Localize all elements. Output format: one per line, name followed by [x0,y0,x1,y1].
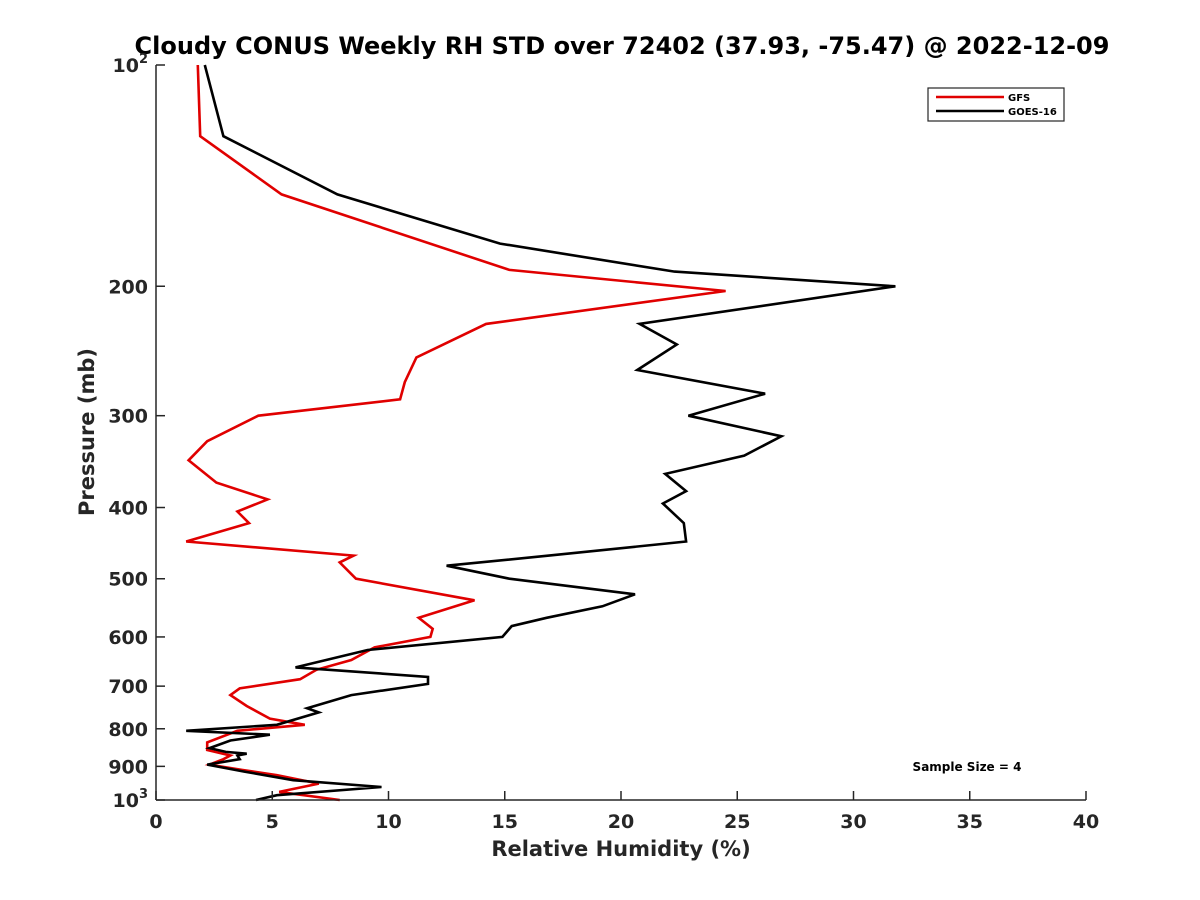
legend: GFS GOES-16 [927,87,1065,122]
y-tick-label: 800 [108,719,148,741]
series-line-goes16 [186,64,896,802]
x-tick-label: 5 [266,811,279,833]
y-tick-label: 700 [108,676,148,698]
y-tick-label: 600 [108,627,148,649]
x-tick-label: 0 [149,811,162,833]
x-tick-label: 35 [957,811,983,833]
x-axis-label: Relative Humidity (%) [491,837,750,861]
legend-label-gfs: GFS [1008,93,1030,104]
chart-title: Cloudy CONUS Weekly RH STD over 72402 (3… [135,32,1110,60]
y-tick-label: 900 [108,756,148,778]
y-tick-label: 300 [108,406,148,428]
x-tick-label: 40 [1073,811,1099,833]
x-tick-label: 20 [608,811,634,833]
legend-label-goes16: GOES-16 [1008,107,1057,118]
legend-box [927,87,1065,122]
y-tick-label: 200 [108,276,148,298]
y-tick-label: 103 [113,787,149,812]
x-tick-label: 30 [840,811,866,833]
y-tick-label: 102 [113,52,149,77]
x-tick-label: 10 [375,811,401,833]
series-group [185,64,896,802]
x-tick-label: 25 [724,811,750,833]
y-tick-label: 500 [108,569,148,591]
series-line-gfs [185,64,726,802]
x-axis-ticks: 0 5 10 15 20 25 30 35 40 [149,791,1099,833]
x-tick-label: 15 [492,811,518,833]
sample-size-annotation: Sample Size = 4 [913,760,1022,774]
y-tick-label: 400 [108,498,148,520]
y-axis-ticks: 102 200 300 400 500 600 700 800 900 103 [108,52,165,812]
y-axis-label: Pressure (mb) [75,348,99,516]
